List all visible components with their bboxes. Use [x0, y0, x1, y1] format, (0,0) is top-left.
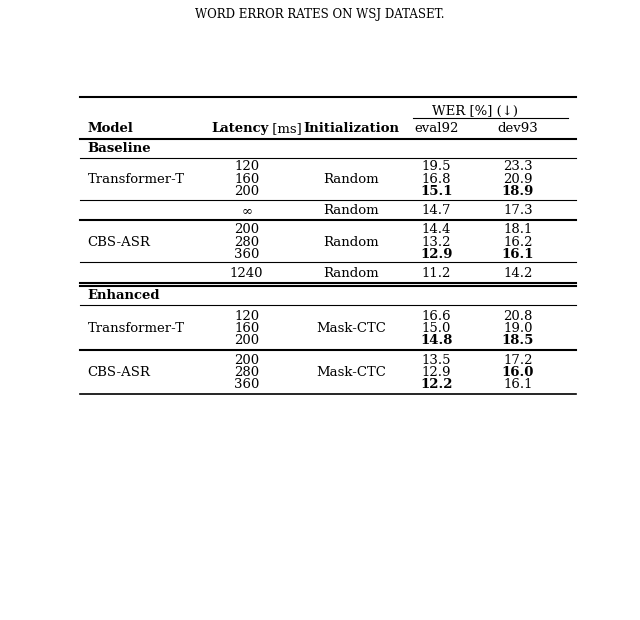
- Text: 1240: 1240: [230, 267, 264, 280]
- Text: Random: Random: [323, 236, 379, 249]
- Text: 11.2: 11.2: [422, 267, 451, 280]
- Text: 14.8: 14.8: [420, 334, 452, 347]
- Text: 120: 120: [234, 309, 259, 322]
- Text: 16.1: 16.1: [503, 378, 532, 391]
- Text: 360: 360: [234, 378, 259, 391]
- Text: 12.2: 12.2: [420, 378, 452, 391]
- Text: WER [%] (↓): WER [%] (↓): [432, 105, 518, 118]
- Text: 200: 200: [234, 223, 259, 236]
- Text: 14.2: 14.2: [503, 267, 532, 280]
- Text: 18.1: 18.1: [503, 223, 532, 236]
- Text: 120: 120: [234, 161, 259, 174]
- Text: Transformer-T: Transformer-T: [88, 322, 185, 335]
- Text: 18.5: 18.5: [502, 334, 534, 347]
- Text: Initialization: Initialization: [303, 122, 399, 135]
- Text: 23.3: 23.3: [503, 161, 532, 174]
- Text: eval92: eval92: [414, 122, 459, 135]
- Text: 200: 200: [234, 353, 259, 366]
- Text: 15.0: 15.0: [422, 322, 451, 335]
- Text: 280: 280: [234, 366, 259, 379]
- Text: Enhanced: Enhanced: [88, 289, 160, 302]
- Text: 200: 200: [234, 185, 259, 198]
- Text: dev93: dev93: [497, 122, 538, 135]
- Text: Mask-CTC: Mask-CTC: [316, 322, 386, 335]
- Text: ∞: ∞: [241, 204, 252, 217]
- Text: 16.1: 16.1: [502, 248, 534, 261]
- Text: 20.9: 20.9: [503, 172, 532, 185]
- Text: 16.0: 16.0: [502, 366, 534, 379]
- Text: Random: Random: [323, 172, 379, 185]
- Text: Latency: Latency: [212, 122, 269, 135]
- Text: Random: Random: [323, 204, 379, 217]
- Text: 17.3: 17.3: [503, 204, 532, 217]
- Text: CBS-ASR: CBS-ASR: [88, 236, 150, 249]
- Text: 17.2: 17.2: [503, 353, 532, 366]
- Text: 16.2: 16.2: [503, 236, 532, 249]
- Text: 16.6: 16.6: [422, 309, 451, 322]
- Text: 160: 160: [234, 322, 259, 335]
- Text: CBS-ASR: CBS-ASR: [88, 366, 150, 379]
- Text: 20.8: 20.8: [503, 309, 532, 322]
- Text: WORD ERROR RATES ON WSJ DATASET.: WORD ERROR RATES ON WSJ DATASET.: [195, 8, 445, 21]
- Text: 18.9: 18.9: [502, 185, 534, 198]
- Text: 200: 200: [234, 334, 259, 347]
- Text: Baseline: Baseline: [88, 142, 152, 155]
- Text: 13.2: 13.2: [422, 236, 451, 249]
- Text: Model: Model: [88, 122, 134, 135]
- Text: Transformer-T: Transformer-T: [88, 172, 185, 185]
- Text: 12.9: 12.9: [422, 366, 451, 379]
- Text: [ms]: [ms]: [268, 122, 301, 135]
- Text: 14.7: 14.7: [422, 204, 451, 217]
- Text: 19.0: 19.0: [503, 322, 532, 335]
- Text: 280: 280: [234, 236, 259, 249]
- Text: 160: 160: [234, 172, 259, 185]
- Text: 360: 360: [234, 248, 259, 261]
- Text: 12.9: 12.9: [420, 248, 452, 261]
- Text: 14.4: 14.4: [422, 223, 451, 236]
- Text: 19.5: 19.5: [422, 161, 451, 174]
- Text: Random: Random: [323, 267, 379, 280]
- Text: 16.8: 16.8: [422, 172, 451, 185]
- Text: Mask-CTC: Mask-CTC: [316, 366, 386, 379]
- Text: 15.1: 15.1: [420, 185, 452, 198]
- Text: 13.5: 13.5: [422, 353, 451, 366]
